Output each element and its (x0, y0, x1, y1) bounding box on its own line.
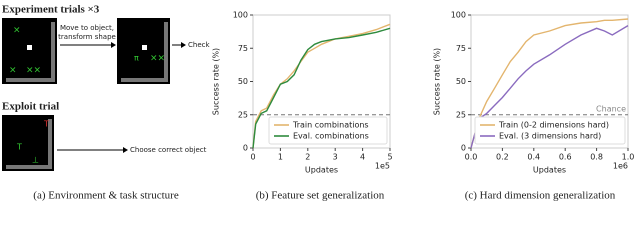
caption: (c) Hard dimension generalization (465, 190, 616, 202)
arrowhead (111, 42, 116, 48)
exploit-title: Exploit trial (2, 101, 59, 113)
chance-label: Chance (596, 104, 626, 113)
step-label: transform shape (58, 33, 116, 41)
object-icon: × (9, 66, 17, 76)
legend-label: Eval. combinations (293, 132, 369, 141)
y-tick-label: 100 (451, 11, 466, 20)
grid-image (2, 115, 54, 171)
y-tick-label: 50 (238, 77, 248, 86)
object-icon: T (43, 120, 49, 129)
series-line (252, 27, 391, 149)
panel-a: Experiment trials ×3 × × ×× Move to obje… (2, 4, 210, 202)
y-tick-label: 0 (243, 144, 248, 153)
x-tick-label: 0.6 (559, 153, 572, 162)
x-tick-label: 3 (333, 153, 338, 162)
object-icon: × (13, 26, 21, 36)
x-tick-label: 2 (305, 153, 310, 162)
object-icon: T (16, 143, 22, 152)
x-tick-label: 1.0 (622, 153, 635, 162)
y-tick-label: 50 (456, 77, 466, 86)
x-tick-label: 0.8 (590, 153, 603, 162)
series-line (470, 18, 629, 149)
y-tick-label: 100 (233, 11, 248, 20)
x-tick-label: 1 (278, 153, 283, 162)
grid-image (2, 18, 57, 84)
wall (6, 22, 55, 82)
y-tick-label: 75 (456, 44, 466, 53)
x-axis-label: Updates (305, 166, 338, 175)
object-icon: π (134, 54, 139, 63)
legend-box (268, 116, 388, 145)
y-tick-label: 75 (238, 44, 248, 53)
agent (27, 45, 32, 50)
wall (6, 119, 52, 169)
figure: Experiment trials ×3 × × ×× Move to obje… (2, 4, 635, 202)
object-icon: ×× (26, 66, 41, 76)
legend-label: Train (0-2 dimensions hard) (498, 121, 609, 130)
step-label: Choose correct object (130, 146, 207, 154)
object-icon: ⊥ (32, 156, 39, 165)
y-axis-label: Success rate (%) (212, 48, 221, 115)
x-offset-label: 1e6 (613, 162, 628, 171)
wall (121, 22, 168, 82)
x-tick-label: 0.2 (496, 153, 509, 162)
caption: (b) Feature set generalization (256, 190, 385, 202)
caption: (a) Environment & task structure (33, 190, 179, 202)
legend-label: Train combinations (292, 121, 369, 130)
x-tick-label: 0.4 (527, 153, 540, 162)
object-icon: ×× (150, 54, 165, 64)
series-line (470, 24, 629, 149)
y-tick-label: 0 (461, 144, 466, 153)
x-tick-label: 5 (387, 153, 392, 162)
x-axis-label: Updates (533, 166, 566, 175)
experiment-title: Experiment trials ×3 (2, 4, 100, 16)
legend-label: Eval. (3 dimensions hard) (499, 132, 601, 141)
arrowhead (123, 147, 128, 153)
legend-box (474, 116, 626, 145)
y-tick-label: 25 (456, 110, 466, 119)
arrowhead (181, 42, 186, 48)
x-tick-label: 0.0 (465, 153, 478, 162)
agent (142, 45, 147, 50)
step-label: Move to object, (60, 24, 114, 32)
y-axis-label: Success rate (%) (433, 48, 442, 115)
y-tick-label: 25 (238, 110, 248, 119)
x-tick-label: 4 (360, 153, 365, 162)
x-offset-label: 1e5 (375, 162, 390, 171)
step-label: Check (188, 41, 210, 49)
x-tick-label: 0 (250, 153, 255, 162)
grid-image (117, 18, 170, 84)
